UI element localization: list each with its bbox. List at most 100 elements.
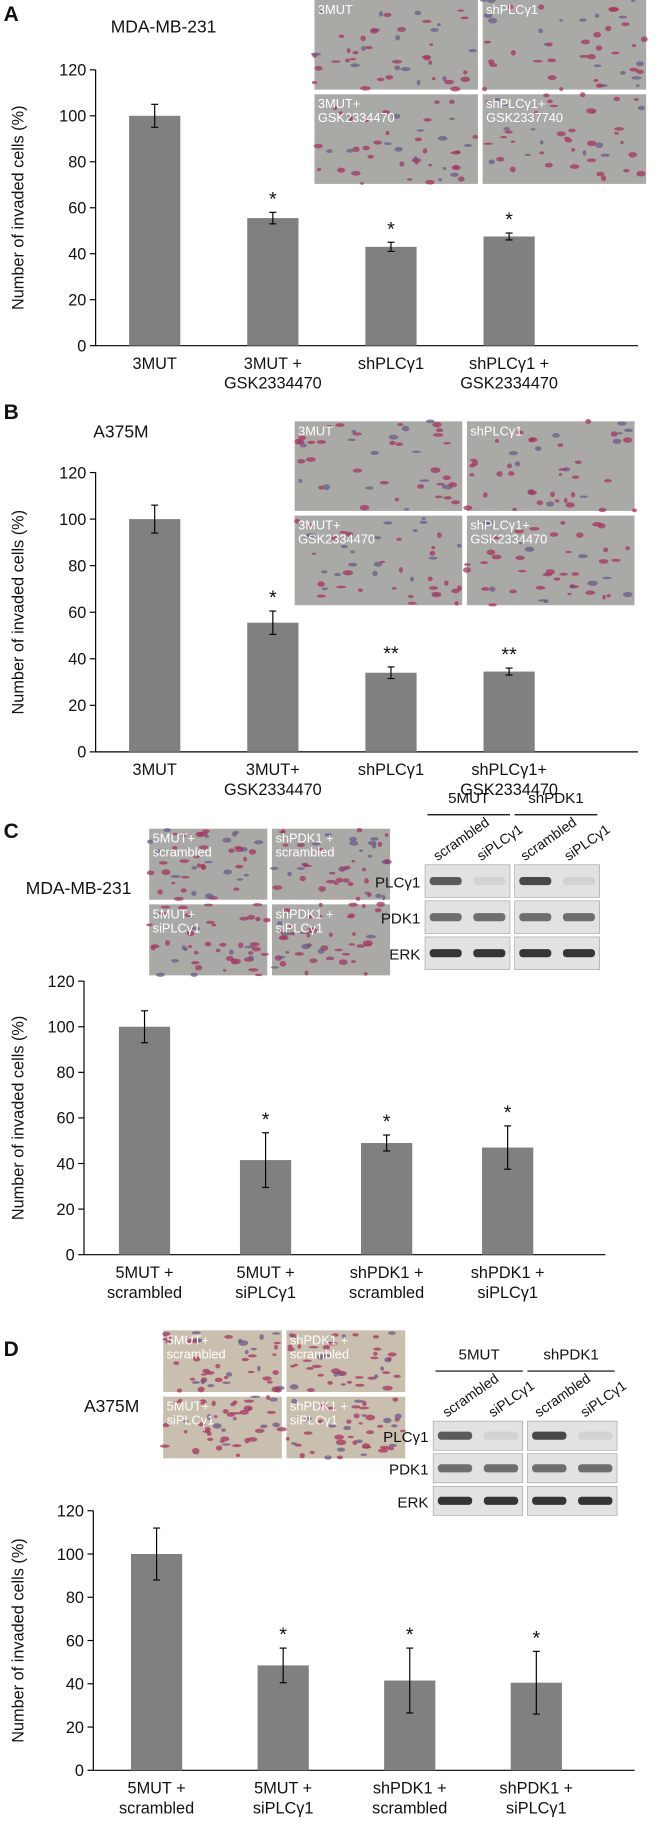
cell <box>296 867 306 870</box>
cell <box>244 1437 250 1444</box>
blot-band <box>562 949 595 958</box>
cell <box>370 450 379 455</box>
cell <box>296 842 305 848</box>
blot-band <box>578 1431 613 1440</box>
cell <box>448 482 458 488</box>
cell <box>370 28 379 34</box>
cell <box>364 891 370 895</box>
cell <box>236 878 244 881</box>
cell <box>290 1333 297 1339</box>
cell <box>309 1450 315 1455</box>
cell <box>146 923 153 927</box>
cell <box>247 1370 255 1374</box>
cell <box>442 166 447 171</box>
cell <box>336 1447 346 1452</box>
cell <box>443 442 451 445</box>
cell <box>248 968 259 972</box>
cell <box>351 170 361 176</box>
cell <box>614 127 624 131</box>
cell <box>365 486 374 490</box>
y-tick-label: 60 <box>68 604 86 622</box>
cell <box>317 1373 325 1377</box>
cell <box>373 1347 382 1351</box>
cell <box>428 556 438 560</box>
error-bar <box>532 1650 540 1715</box>
cell <box>382 1371 391 1375</box>
cell <box>349 840 359 846</box>
cell <box>636 170 646 177</box>
cell <box>310 52 322 56</box>
cell <box>425 179 435 185</box>
cell <box>430 467 441 473</box>
cell <box>354 1376 364 1379</box>
cell <box>400 67 411 72</box>
y-tick-label: 60 <box>68 200 86 218</box>
cell <box>351 429 357 434</box>
blot-band <box>437 1431 473 1440</box>
cell <box>569 164 580 169</box>
cell <box>235 864 244 869</box>
blot-protein: PDK1 <box>381 911 421 928</box>
cell <box>444 580 449 586</box>
cell <box>270 966 279 969</box>
cell <box>286 1436 290 1441</box>
cell <box>318 10 323 14</box>
cell <box>272 885 283 890</box>
cell <box>577 554 588 559</box>
cell <box>384 833 389 837</box>
cell <box>603 547 609 553</box>
cell <box>423 118 432 122</box>
cell <box>582 150 587 156</box>
error-bar <box>153 1527 161 1581</box>
cell <box>544 162 553 168</box>
cell <box>357 588 363 593</box>
cell <box>621 22 630 27</box>
inset-label: shPDK1 + scrambled <box>290 1332 349 1361</box>
cell <box>427 576 433 582</box>
cell <box>361 1414 367 1417</box>
inset-label: shPLCγ1+ GSK2337740 <box>486 96 563 125</box>
cell <box>460 76 471 82</box>
cell <box>303 864 312 868</box>
cell <box>305 457 316 462</box>
cell <box>372 1335 379 1339</box>
cell <box>348 562 358 567</box>
cell <box>247 1437 258 1442</box>
cell <box>595 142 604 148</box>
cell <box>200 1378 206 1385</box>
cell <box>483 142 494 145</box>
cell <box>351 859 356 863</box>
cell <box>333 572 341 577</box>
cell <box>587 54 596 60</box>
cell <box>179 859 190 863</box>
blot-group: shPDK1 <box>543 1346 598 1363</box>
cell <box>259 1334 264 1341</box>
cell <box>317 915 323 919</box>
cell <box>341 952 351 956</box>
cell <box>460 16 469 20</box>
cell <box>146 870 155 876</box>
cell <box>262 1376 272 1381</box>
cell <box>346 1380 353 1384</box>
cell <box>220 1436 230 1442</box>
cell <box>565 550 573 554</box>
cell <box>231 1444 242 1448</box>
cell <box>287 1347 295 1352</box>
cell <box>600 153 611 157</box>
error-bar <box>151 504 159 534</box>
cell <box>327 1341 338 1346</box>
cell <box>591 111 595 114</box>
cell <box>297 459 306 464</box>
cell <box>370 837 379 841</box>
cell <box>170 832 178 836</box>
cell <box>481 587 490 591</box>
cell <box>347 881 354 887</box>
cell <box>360 46 366 51</box>
y-tick-label: 120 <box>57 1503 84 1521</box>
cell <box>173 1400 179 1404</box>
cell <box>610 431 618 437</box>
cell <box>451 500 460 505</box>
y-axis-label: Number of invaded cells (%) <box>9 1016 27 1221</box>
cell <box>537 599 548 602</box>
